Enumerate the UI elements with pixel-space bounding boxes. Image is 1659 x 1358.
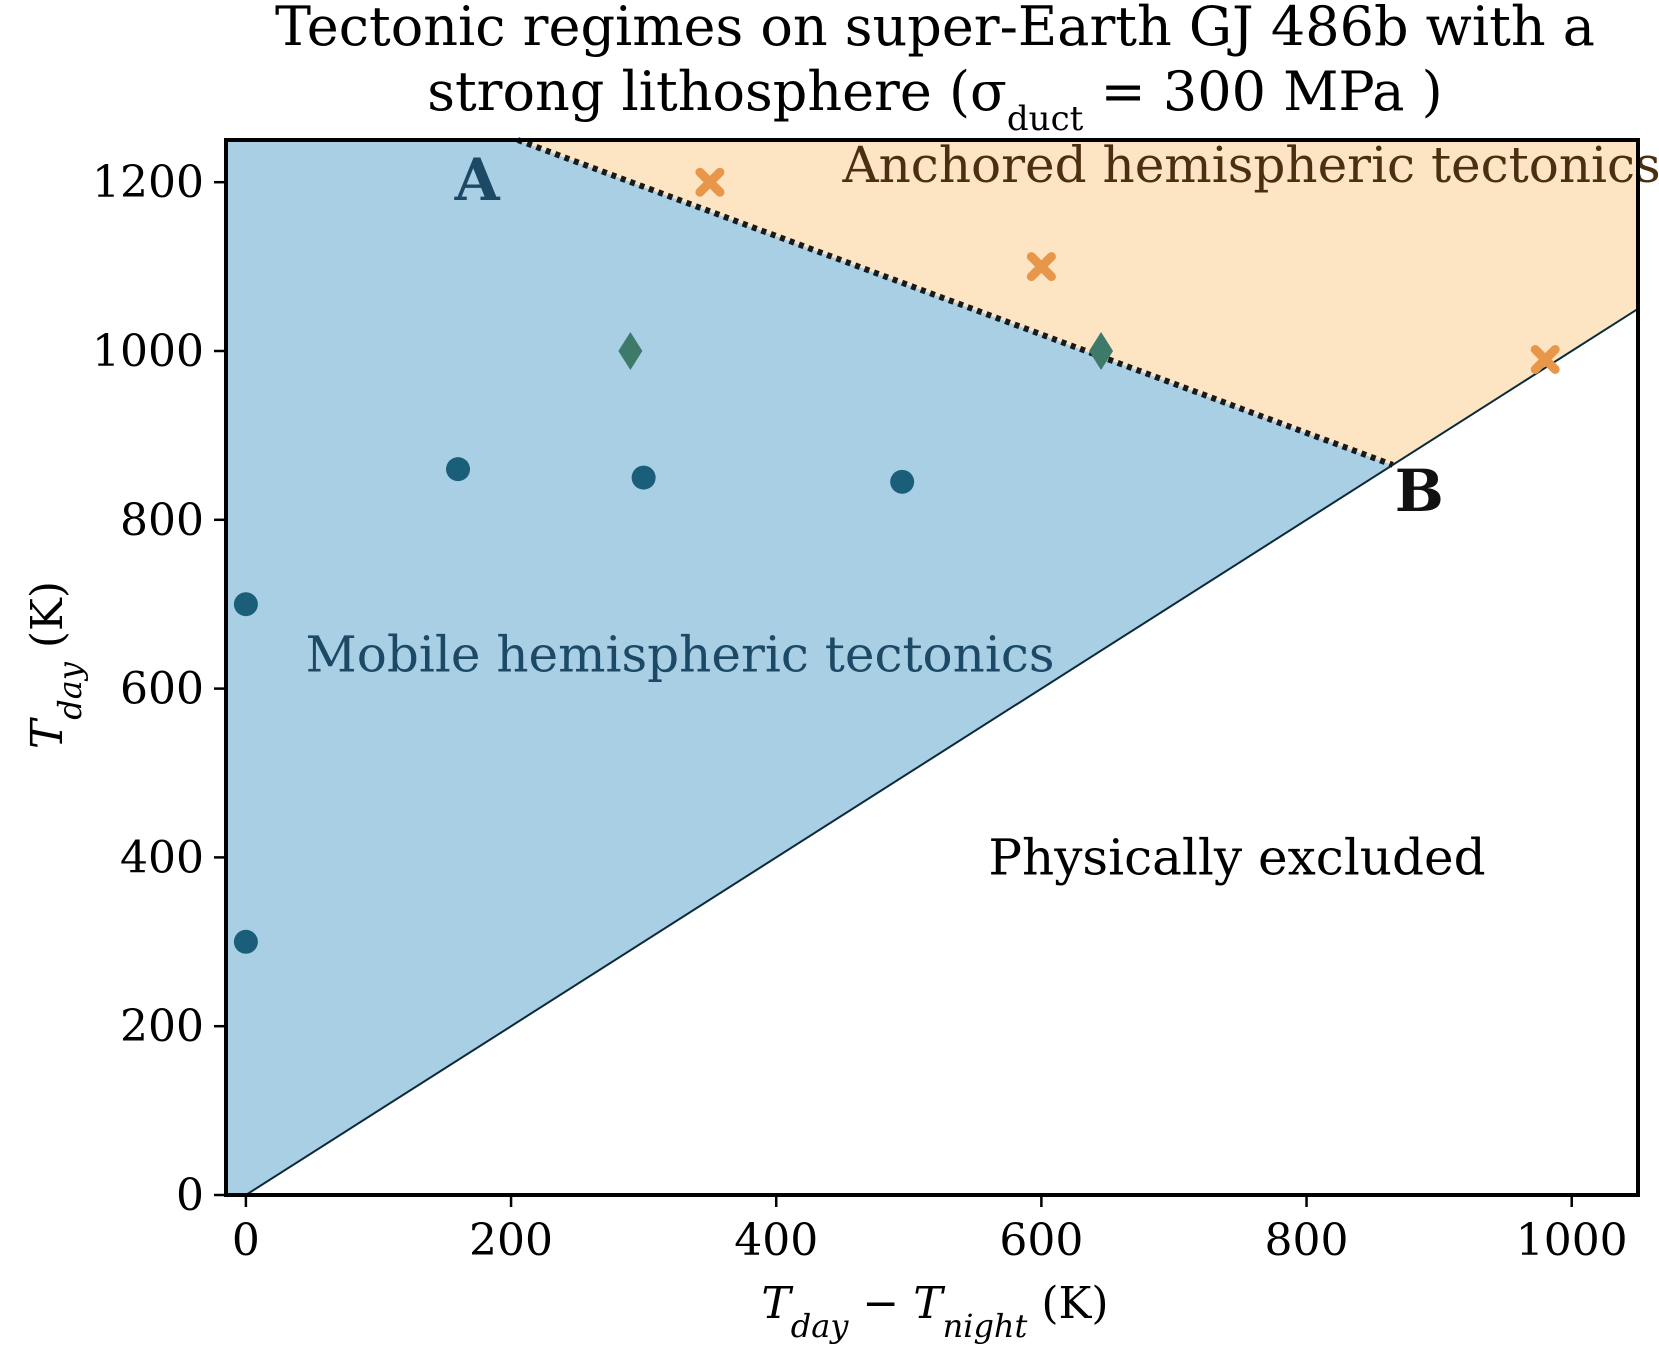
data-point-circle — [233, 592, 258, 617]
y-tick-label: 200 — [120, 1001, 204, 1052]
region-label-anchored: Anchored hemispheric tectonics — [842, 136, 1659, 194]
data-point-x — [1530, 344, 1560, 374]
data-point-x-stroke — [695, 167, 725, 197]
y-tick-label: 0 — [176, 1170, 204, 1221]
x-tick-label: 800 — [1265, 1215, 1349, 1266]
x-tick-label: 400 — [734, 1215, 818, 1266]
regions-layer — [226, 140, 1639, 1195]
data-point-x — [695, 167, 725, 197]
y-tick-label: 600 — [120, 664, 204, 715]
y-tick-label: 800 — [120, 495, 204, 546]
x-axis-label: Tday − Tnight (K) — [761, 1278, 1108, 1345]
ticks-layer: 0 200 400 600 800 1000 0 200 400 600 800 1000 1200 — [92, 157, 1628, 1266]
markers-layer — [233, 167, 1560, 954]
chart-title-line1: Tectonic regimes on super-Earth GJ 486b … — [275, 0, 1595, 58]
region-label-mobile: Mobile hemispheric tectonics — [306, 626, 1055, 684]
y-tick-label: 1000 — [92, 326, 204, 377]
point-label-A: A — [454, 146, 501, 214]
data-point-circle — [446, 457, 471, 482]
y-tick-label: 1200 — [92, 157, 204, 208]
plot-frame — [224, 138, 1640, 1197]
data-point-circle — [233, 929, 258, 954]
chart-title-line2: strong lithosphere (σduct = 300 MPa ) — [427, 60, 1442, 139]
x-tick-label: 600 — [999, 1215, 1083, 1266]
data-point-x — [1026, 252, 1056, 282]
plot-frame-layer — [224, 138, 1640, 1197]
region-labels-layer: Mobile hemispheric tectonics Anchored hem… — [306, 136, 1659, 886]
data-point-diamond — [1089, 332, 1114, 370]
y-axis-label: Tday (K) — [22, 581, 89, 749]
data-point-circle — [631, 465, 656, 490]
exclusion-line — [245, 307, 1639, 1196]
lines-layer — [245, 137, 1639, 1196]
region-anchored — [517, 140, 1639, 465]
point-label-B: B — [1395, 457, 1444, 525]
y-tick-label: 400 — [120, 832, 204, 883]
data-point-x-stroke — [1026, 252, 1056, 282]
region-mobile — [226, 140, 1393, 1195]
x-tick-label: 1000 — [1516, 1215, 1628, 1266]
data-point-x-stroke — [1530, 344, 1560, 374]
x-tick-label: 0 — [232, 1215, 260, 1266]
x-tick-label: 200 — [469, 1215, 553, 1266]
data-point-diamond — [618, 332, 643, 370]
region-label-excluded: Physically excluded — [988, 828, 1485, 886]
data-point-circle — [890, 469, 915, 494]
